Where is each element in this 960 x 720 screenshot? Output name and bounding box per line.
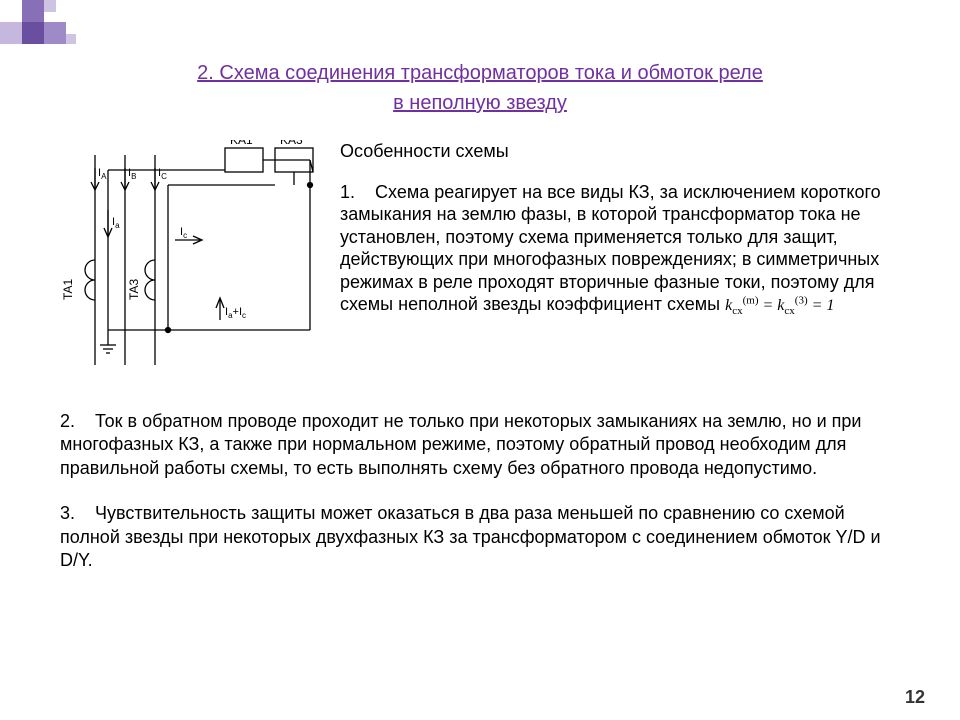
lower-paragraphs: 2. Ток в обратном проводе проходит не то…	[60, 410, 900, 572]
para1-num: 1.	[340, 182, 355, 202]
title-line-1: 2. Схема соединения трансформаторов тока…	[197, 62, 763, 84]
features-column: Особенности схемы 1. Схема реагирует на …	[340, 140, 900, 380]
svg-text:Ia: Ia	[112, 216, 120, 230]
label-ta1: TA1	[61, 279, 75, 300]
top-row: KA1 KA3 TA1 TA3 IA IB IC Ia Ic Ia+Ic Осо…	[60, 140, 900, 380]
para2-text: Ток в обратном проводе проходит не тольк…	[60, 411, 861, 478]
subtitle: Особенности схемы	[340, 140, 900, 163]
svg-text:IA: IA	[98, 167, 107, 181]
page-number: 12	[905, 687, 925, 708]
paragraph-2: 2. Ток в обратном проводе проходит не то…	[60, 410, 900, 480]
svg-text:IB: IB	[128, 167, 136, 181]
para2-num: 2.	[60, 411, 75, 431]
svg-text:Ic: Ic	[180, 226, 187, 240]
label-ka3: KA3	[280, 140, 303, 147]
para3-text: Чувствительность защиты может оказаться …	[60, 503, 881, 570]
title-line-2: в неполную звезду	[393, 92, 567, 114]
paragraph-3: 3. Чувствительность защиты может оказать…	[60, 502, 900, 572]
svg-text:Ia+Ic: Ia+Ic	[225, 306, 246, 320]
para3-num: 3.	[60, 503, 75, 523]
page-title: 2. Схема соединения трансформаторов тока…	[0, 58, 960, 118]
coefficient-formula: kcx(m) = kcx(3) = 1	[725, 297, 834, 314]
circuit-diagram: KA1 KA3 TA1 TA3 IA IB IC Ia Ic Ia+Ic	[60, 140, 320, 380]
svg-text:IC: IC	[158, 167, 167, 181]
label-ta3: TA3	[127, 279, 141, 300]
content-area: KA1 KA3 TA1 TA3 IA IB IC Ia Ic Ia+Ic Осо…	[60, 140, 900, 594]
paragraph-1: 1. Схема реагирует на все виды КЗ, за ис…	[340, 181, 900, 319]
label-ka1: KA1	[230, 140, 253, 147]
